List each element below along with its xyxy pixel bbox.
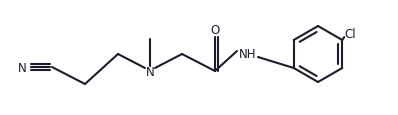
Text: Cl: Cl bbox=[344, 27, 356, 40]
Text: N: N bbox=[18, 61, 26, 74]
Text: O: O bbox=[211, 23, 220, 36]
Text: N: N bbox=[146, 65, 154, 78]
Text: NH: NH bbox=[239, 48, 257, 61]
